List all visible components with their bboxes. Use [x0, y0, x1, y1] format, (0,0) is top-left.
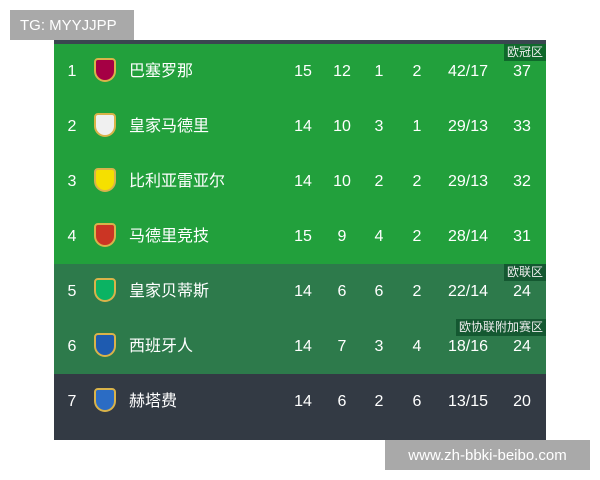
rank: 2 [67, 118, 77, 135]
villarreal-crest-icon [94, 168, 116, 192]
team-name[interactable]: 赫塔费 [129, 393, 178, 410]
points-cell: 33 [513, 118, 531, 135]
table-row[interactable]: 1 巴塞罗那 15 12 1 2 42/17 37 欧冠区 [54, 44, 546, 99]
goals-cell: 29/13 [447, 118, 489, 135]
points-cell: 31 [513, 228, 531, 245]
watermark-top-left: TG: MYYJJPP [10, 10, 134, 40]
table-top-bar [54, 40, 546, 44]
table-row[interactable]: 2 皇家马德里 14 10 3 1 29/13 33 [54, 99, 546, 154]
lost-cell: 1 [412, 118, 422, 135]
real-madrid-crest-icon [94, 113, 116, 137]
points-cell: 24 [513, 283, 531, 300]
won-cell: 6 [337, 283, 347, 300]
lost-cell: 2 [412, 228, 422, 245]
atletico-crest-icon [94, 223, 116, 247]
goals-cell: 22/14 [447, 283, 489, 300]
lost-cell: 2 [412, 283, 422, 300]
lost-cell: 2 [412, 63, 422, 80]
points-cell: 20 [513, 393, 531, 410]
won-cell: 7 [337, 338, 347, 355]
lost-cell: 2 [412, 173, 422, 190]
drawn-cell: 2 [374, 393, 384, 410]
goals-cell: 28/14 [447, 228, 489, 245]
barcelona-crest-icon [94, 58, 116, 82]
table-row[interactable]: 4 马德里竞技 15 9 4 2 28/14 31 [54, 209, 546, 264]
team-name[interactable]: 西班牙人 [129, 338, 194, 355]
table-row[interactable]: 3 比利亚雷亚尔 14 10 2 2 29/13 32 [54, 154, 546, 209]
team-name[interactable]: 比利亚雷亚尔 [129, 173, 226, 190]
won-cell: 10 [333, 173, 351, 190]
rank: 4 [67, 228, 77, 245]
drawn-cell: 3 [374, 338, 384, 355]
zone-label: 欧联区 [503, 264, 546, 281]
getafe-crest-icon [94, 388, 116, 412]
team-name[interactable]: 马德里竞技 [129, 228, 210, 245]
drawn-cell: 4 [374, 228, 384, 245]
won-cell: 12 [333, 63, 351, 80]
won-cell: 6 [337, 393, 347, 410]
points-cell: 24 [513, 338, 531, 355]
lost-cell: 6 [412, 393, 422, 410]
goals-cell: 13/15 [447, 393, 489, 410]
team-name[interactable]: 皇家贝蒂斯 [129, 283, 210, 300]
rank: 5 [67, 283, 77, 300]
table-row[interactable]: 5 皇家贝蒂斯 14 6 6 2 22/14 24 欧联区 [54, 264, 546, 319]
played-cell: 14 [294, 393, 312, 410]
goals-cell: 18/16 [447, 338, 489, 355]
points-cell: 37 [513, 63, 531, 80]
team-name[interactable]: 皇家马德里 [129, 118, 210, 135]
drawn-cell: 2 [374, 173, 384, 190]
rank: 7 [67, 393, 77, 410]
played-cell: 15 [294, 63, 312, 80]
table-row[interactable]: 7 赫塔费 14 6 2 6 13/15 20 [54, 374, 546, 429]
betis-crest-icon [94, 278, 116, 302]
won-cell: 10 [333, 118, 351, 135]
rank: 1 [67, 63, 77, 80]
goals-cell: 42/17 [447, 63, 489, 80]
goals-cell: 29/13 [447, 173, 489, 190]
points-cell: 32 [513, 173, 531, 190]
played-cell: 14 [294, 338, 312, 355]
drawn-cell: 6 [374, 283, 384, 300]
won-cell: 9 [337, 228, 347, 245]
team-name[interactable]: 巴塞罗那 [129, 63, 194, 80]
zone-label: 欧冠区 [503, 44, 546, 61]
drawn-cell: 1 [374, 63, 384, 80]
standings-table: 1 巴塞罗那 15 12 1 2 42/17 37 欧冠区 2 皇家马德里 14 10 3 1 29/13 33… [54, 40, 546, 440]
drawn-cell: 3 [374, 118, 384, 135]
watermark-bottom-right: www.zh-bbki-beibo.com [385, 440, 590, 470]
rank: 6 [67, 338, 77, 355]
zone-label: 欧协联附加赛区 [455, 319, 546, 336]
played-cell: 14 [294, 173, 312, 190]
table-row[interactable]: 6 西班牙人 14 7 3 4 18/16 24 欧协联附加赛区 [54, 319, 546, 374]
played-cell: 14 [294, 118, 312, 135]
lost-cell: 4 [412, 338, 422, 355]
played-cell: 15 [294, 228, 312, 245]
espanyol-crest-icon [94, 333, 116, 357]
rank: 3 [67, 173, 77, 190]
played-cell: 14 [294, 283, 312, 300]
